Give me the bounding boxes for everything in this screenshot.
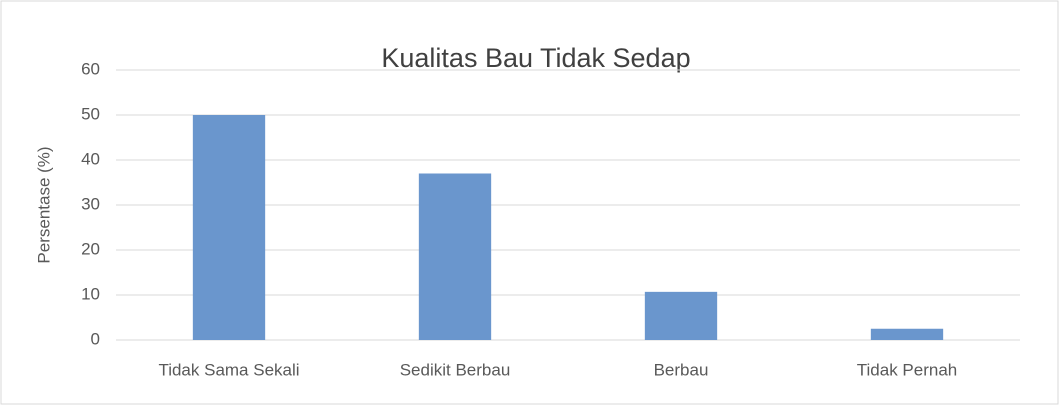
- y-tick-label: 10: [81, 284, 100, 303]
- y-tick-label: 60: [81, 59, 100, 78]
- y-tick-label: 0: [91, 329, 100, 348]
- y-axis-label: Persentase (%): [34, 146, 53, 263]
- bar: [644, 291, 718, 340]
- bar: [870, 328, 944, 340]
- chart-title: Kualitas Bau Tidak Sedap: [381, 43, 690, 73]
- y-tick-label: 40: [81, 149, 100, 168]
- bar: [418, 173, 492, 340]
- x-tick-label: Tidak Pernah: [857, 360, 957, 379]
- y-tick-label: 30: [81, 194, 100, 213]
- y-tick-label: 20: [81, 239, 100, 258]
- x-tick-label: Tidak Sama Sekali: [158, 360, 299, 379]
- x-tick-label: Berbau: [654, 360, 709, 379]
- y-tick-label: 50: [81, 104, 100, 123]
- x-tick-label: Sedikit Berbau: [400, 360, 511, 379]
- bar: [192, 115, 266, 340]
